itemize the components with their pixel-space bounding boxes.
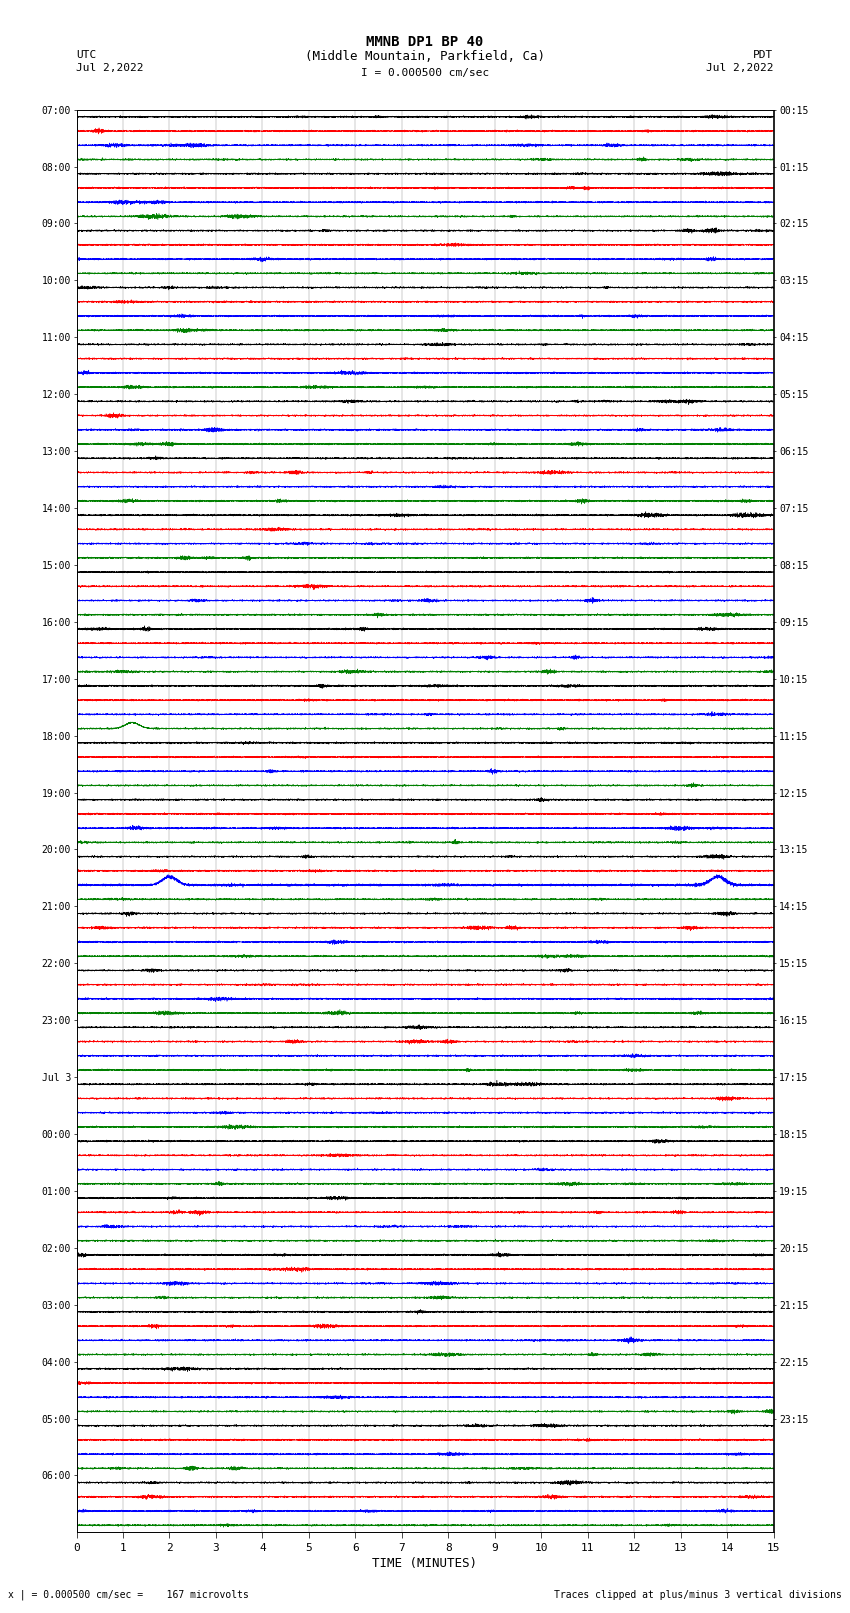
- Text: MMNB DP1 BP 40: MMNB DP1 BP 40: [366, 35, 484, 50]
- Text: Traces clipped at plus/minus 3 vertical divisions: Traces clipped at plus/minus 3 vertical …: [553, 1590, 842, 1600]
- X-axis label: TIME (MINUTES): TIME (MINUTES): [372, 1557, 478, 1569]
- Text: x | = 0.000500 cm/sec =    167 microvolts: x | = 0.000500 cm/sec = 167 microvolts: [8, 1589, 249, 1600]
- Text: (Middle Mountain, Parkfield, Ca): (Middle Mountain, Parkfield, Ca): [305, 50, 545, 63]
- Text: Jul 2,2022: Jul 2,2022: [706, 63, 774, 73]
- Text: UTC: UTC: [76, 50, 97, 60]
- Text: I = 0.000500 cm/sec: I = 0.000500 cm/sec: [361, 68, 489, 77]
- Text: PDT: PDT: [753, 50, 774, 60]
- Text: Jul 2,2022: Jul 2,2022: [76, 63, 144, 73]
